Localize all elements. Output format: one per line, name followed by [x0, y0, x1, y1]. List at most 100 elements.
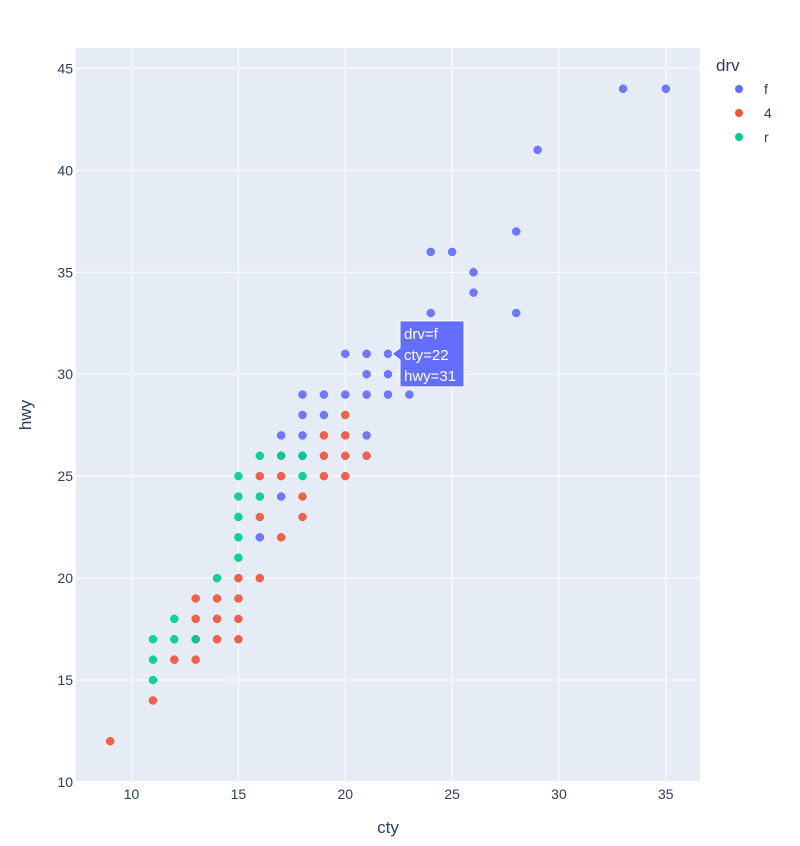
data-point-4 [319, 431, 329, 440]
data-point-f [341, 349, 350, 359]
x-tick-label: 35 [658, 786, 674, 802]
legend-marker-r [735, 133, 743, 141]
data-point-r [276, 451, 286, 461]
data-point-f [319, 390, 329, 399]
data-point-r [234, 492, 243, 501]
tooltip-line: drv=f [404, 326, 439, 343]
data-point-f [362, 349, 371, 359]
data-point-4 [212, 594, 222, 603]
y-tick-label: 15 [57, 672, 73, 688]
y-tick-label: 40 [57, 162, 73, 178]
data-point-4 [341, 471, 350, 481]
data-point-f [362, 369, 371, 379]
data-point-4 [212, 635, 222, 644]
data-point-f [618, 84, 628, 94]
data-point-r [148, 675, 158, 685]
data-point-r [298, 451, 307, 461]
data-point-4 [341, 451, 350, 461]
data-point-f [383, 369, 393, 379]
data-point-r [170, 614, 179, 624]
tooltip-line: hwy=31 [404, 368, 456, 385]
data-point-r [255, 451, 265, 461]
data-point-4 [276, 471, 286, 481]
data-point-4 [148, 696, 158, 705]
data-point-f [298, 410, 307, 420]
data-point-f [426, 308, 435, 318]
data-point-4 [255, 573, 265, 583]
tooltip-line: cty=22 [404, 347, 449, 364]
data-point-f [362, 431, 371, 440]
data-point-f [298, 390, 307, 399]
x-axis-title: cty [377, 818, 399, 837]
data-point-f [469, 268, 478, 277]
hover-tooltip: drv=f cty=22 hwy=31 [391, 320, 465, 388]
y-axis-ticks: 10 15 20 25 30 35 40 45 [57, 60, 73, 790]
plot-background [76, 48, 700, 782]
data-point-4 [319, 471, 329, 481]
data-point-4 [341, 431, 350, 440]
data-point-4 [234, 573, 243, 583]
data-point-4 [234, 594, 243, 603]
y-axis-title: hwy [16, 399, 35, 430]
legend: drv f 4 r [716, 56, 772, 145]
data-point-4 [298, 492, 307, 501]
data-point-4 [191, 594, 200, 603]
data-point-4 [319, 451, 329, 461]
legend-marker-f [735, 85, 743, 93]
data-point-4 [105, 736, 115, 746]
data-point-4 [170, 655, 179, 664]
data-point-f [661, 84, 671, 94]
data-point-4 [191, 614, 200, 624]
data-point-r [255, 492, 265, 501]
legend-label-r: r [764, 129, 769, 145]
data-point-f [533, 145, 542, 155]
y-tick-label: 30 [57, 366, 73, 382]
data-point-f [341, 390, 350, 399]
data-point-4 [255, 512, 265, 522]
legend-title: drv [716, 56, 740, 75]
data-point-4 [191, 655, 200, 664]
x-tick-label: 30 [551, 786, 567, 802]
data-point-f [511, 227, 521, 236]
data-point-f [426, 247, 435, 257]
data-points [105, 84, 671, 746]
y-tick-label: 10 [57, 774, 73, 790]
x-tick-label: 15 [231, 786, 247, 802]
legend-marker-4 [735, 109, 743, 117]
data-point-f [276, 492, 286, 501]
data-point-f [319, 410, 329, 420]
data-point-4 [234, 614, 243, 624]
data-point-r [212, 573, 222, 583]
legend-label-4: 4 [764, 105, 772, 121]
data-point-4 [276, 533, 286, 542]
data-point-r [298, 471, 307, 481]
data-point-f [255, 533, 265, 542]
x-axis-ticks: 10 15 20 25 30 35 [124, 786, 674, 802]
data-point-f [362, 390, 371, 399]
data-point-4 [234, 635, 243, 644]
data-point-f [511, 308, 521, 318]
data-point-f [447, 247, 457, 257]
grid-lines [76, 48, 700, 783]
tooltip-box [391, 320, 465, 388]
y-tick-label: 20 [57, 570, 73, 586]
y-tick-label: 25 [57, 468, 73, 484]
data-point-f [383, 390, 393, 399]
data-point-r [234, 471, 243, 481]
y-tick-label: 45 [57, 60, 73, 76]
data-point-4 [255, 471, 265, 481]
x-tick-label: 20 [337, 786, 353, 802]
data-point-r [191, 635, 200, 644]
data-point-4 [362, 451, 371, 461]
data-point-r [234, 553, 243, 562]
data-point-f [298, 431, 307, 440]
data-point-r [234, 533, 243, 542]
data-point-r [148, 655, 158, 664]
x-tick-label: 25 [444, 786, 460, 802]
data-point-4 [341, 410, 350, 420]
data-point-r [170, 635, 179, 644]
data-point-r [234, 512, 243, 522]
data-point-4 [212, 614, 222, 624]
data-point-f [383, 349, 393, 359]
data-point-4 [298, 512, 307, 522]
